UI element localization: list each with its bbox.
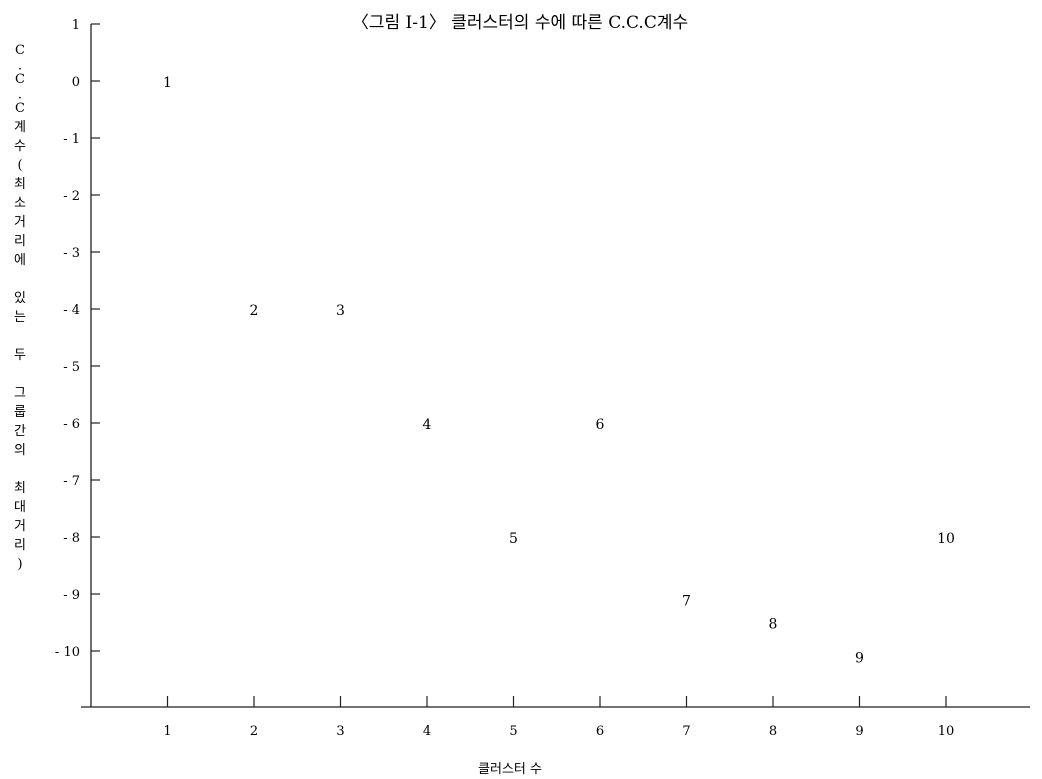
- x-tick-label: 4: [423, 724, 431, 739]
- y-axis-title-char: 리: [14, 234, 26, 249]
- x-axis-title: 클러스터 수: [478, 762, 542, 777]
- data-point-label: 9: [855, 651, 864, 667]
- y-tick-label: - 3: [63, 246, 80, 261]
- y-ticks-group: 1 0 - 1 - 2 - 3 - 4 - 5 - 6 - 7 - 8 - 9 - 10: [55, 18, 100, 660]
- x-tick-label: 8: [769, 724, 777, 739]
- y-tick-label: - 6: [63, 417, 80, 432]
- y-axis-title-char: 의: [14, 443, 26, 458]
- y-axis-title-char: 거: [14, 215, 26, 230]
- data-point-label: 7: [682, 594, 691, 610]
- y-axis-title-char: ): [17, 557, 22, 572]
- y-axis-title-char: 계: [14, 120, 26, 135]
- data-point-label: 8: [769, 617, 778, 633]
- y-tick-label: - 1: [63, 132, 80, 147]
- chart-title: 〈그림 Ⅰ-1〉 클러스터의 수에 따른 C.C.C계수: [352, 13, 688, 33]
- y-axis-title-char: 최: [14, 177, 26, 192]
- x-tick-label: 6: [596, 724, 604, 739]
- y-tick-label: - 10: [55, 645, 80, 660]
- data-point-label: 4: [423, 417, 432, 433]
- y-axis-title-char: ·: [18, 62, 22, 77]
- x-tick-label: 7: [682, 724, 690, 739]
- y-tick-label: - 2: [63, 189, 80, 204]
- data-point-label: 6: [596, 417, 605, 433]
- y-axis-title-char: 최: [14, 481, 26, 496]
- x-tick-label: 10: [938, 724, 955, 739]
- data-point-label: 1: [163, 75, 172, 91]
- y-axis-title-char: 에: [14, 253, 26, 268]
- x-tick-label: 3: [336, 724, 344, 739]
- data-points-group: 1 2 3 4 5 6 7 8 9 10: [163, 75, 955, 667]
- x-tick-label: 1: [163, 724, 171, 739]
- x-ticks-group: 1 2 3 4 5 6 7 8 9 10: [163, 696, 954, 739]
- y-axis-title-char: ·: [18, 91, 22, 106]
- y-tick-label: - 9: [63, 588, 80, 603]
- y-tick-label: - 7: [63, 474, 80, 489]
- y-tick-label: - 8: [63, 531, 80, 546]
- y-axis-title-char: C: [15, 43, 25, 58]
- y-axis-title-char: 룹: [14, 405, 26, 420]
- data-point-label: 3: [336, 303, 345, 319]
- data-point-label: 5: [509, 531, 518, 547]
- y-tick-label: - 5: [63, 360, 80, 375]
- data-point-label: 10: [937, 531, 955, 547]
- y-tick-label: 0: [72, 75, 80, 90]
- y-tick-label: - 4: [63, 303, 80, 318]
- y-axis-title-char: 소: [14, 196, 26, 211]
- y-axis-title-char: 리: [14, 538, 26, 553]
- y-axis-title-char: 그: [14, 386, 26, 401]
- y-axis-title-char: 거: [14, 519, 26, 534]
- y-axis-title-char: 간: [14, 424, 26, 439]
- x-tick-label: 9: [855, 724, 863, 739]
- x-tick-label: 5: [509, 724, 517, 739]
- y-tick-label: 1: [72, 18, 80, 33]
- y-axis-title-char: C: [15, 72, 25, 87]
- y-axis-title-char: 대: [14, 500, 26, 515]
- x-tick-label: 2: [250, 724, 258, 739]
- y-axis-title-char: C: [15, 101, 25, 116]
- y-axis-title-char: 는: [14, 310, 26, 325]
- y-axis-title-char: (: [17, 158, 22, 173]
- y-axis-title-char: 수: [14, 139, 26, 154]
- data-point-label: 2: [250, 303, 259, 319]
- y-axis-title-char: 있: [14, 291, 26, 306]
- y-axis-title-char: 두: [14, 348, 26, 363]
